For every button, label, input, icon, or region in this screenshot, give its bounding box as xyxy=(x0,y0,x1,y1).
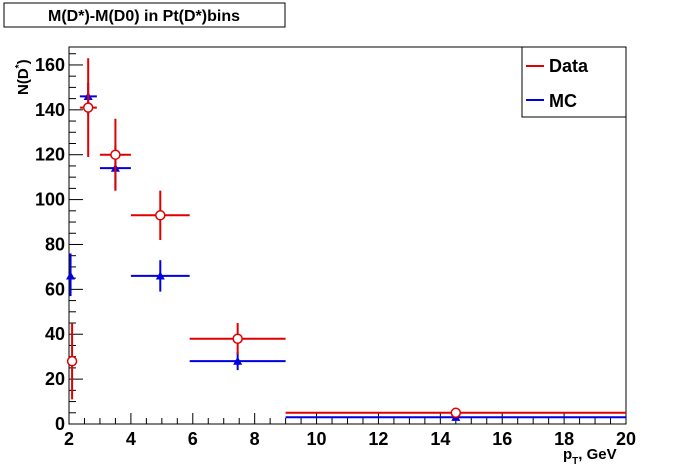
y-tick-label: 80 xyxy=(45,234,65,254)
data-point-mc xyxy=(189,352,286,371)
y-tick-label: 120 xyxy=(35,145,65,165)
x-axis-title: pT, GeV xyxy=(563,446,617,467)
legend: Data MC xyxy=(521,46,627,118)
x-tick-label: 20 xyxy=(616,429,636,449)
legend-data-label: Data xyxy=(549,56,589,76)
x-tick-label: 6 xyxy=(188,429,198,449)
data-point-data xyxy=(189,323,286,355)
y-tick-label: 20 xyxy=(45,369,65,389)
series-data xyxy=(66,58,626,419)
data-point-data xyxy=(79,58,97,157)
data-point-data xyxy=(66,323,78,400)
data-point-mc xyxy=(130,260,190,292)
data-point-data xyxy=(99,118,131,191)
data-point-mc xyxy=(66,253,76,297)
x-tick-label: 16 xyxy=(492,429,512,449)
x-tick-label: 2 xyxy=(64,429,74,449)
x-tick-label: 12 xyxy=(368,429,388,449)
y-tick-label: 0 xyxy=(55,414,65,434)
data-marker xyxy=(66,355,78,367)
legend-box xyxy=(521,46,627,118)
y-tick-label: 140 xyxy=(35,100,65,120)
data-marker xyxy=(155,210,166,221)
y-axis-title: N(D*) xyxy=(14,59,32,95)
data-marker xyxy=(232,333,243,344)
y-tick-label: 100 xyxy=(35,190,65,210)
y-tick-label: 160 xyxy=(35,55,65,75)
x-tick-label: 10 xyxy=(307,429,327,449)
mc-marker xyxy=(66,271,76,280)
series-layer xyxy=(66,58,626,421)
data-marker xyxy=(110,149,121,160)
y-tick-label: 40 xyxy=(45,324,65,344)
legend-mc-label: MC xyxy=(549,91,577,111)
x-tick-label: 18 xyxy=(554,429,574,449)
data-point-data xyxy=(285,407,626,419)
mc-marker xyxy=(233,356,243,365)
x-tick-label: 14 xyxy=(430,429,450,449)
y-tick-label: 60 xyxy=(45,279,65,299)
x-tick-label: 4 xyxy=(126,429,136,449)
x-tick-label: 8 xyxy=(250,429,260,449)
y-axis-ticks: 0 20 40 60 80 100 120 140 160 xyxy=(35,53,83,434)
x-axis-ticks: 2 4 6 8 10 12 14 16 18 20 xyxy=(64,413,636,449)
chart-title: M(D*)-M(D0) in Pt(D*)bins xyxy=(48,8,240,25)
chart-title-box: M(D*)-M(D0) in Pt(D*)bins xyxy=(3,2,286,28)
mc-marker xyxy=(155,271,165,280)
data-marker xyxy=(450,407,462,419)
data-point-data xyxy=(130,190,190,240)
data-marker xyxy=(82,102,94,113)
